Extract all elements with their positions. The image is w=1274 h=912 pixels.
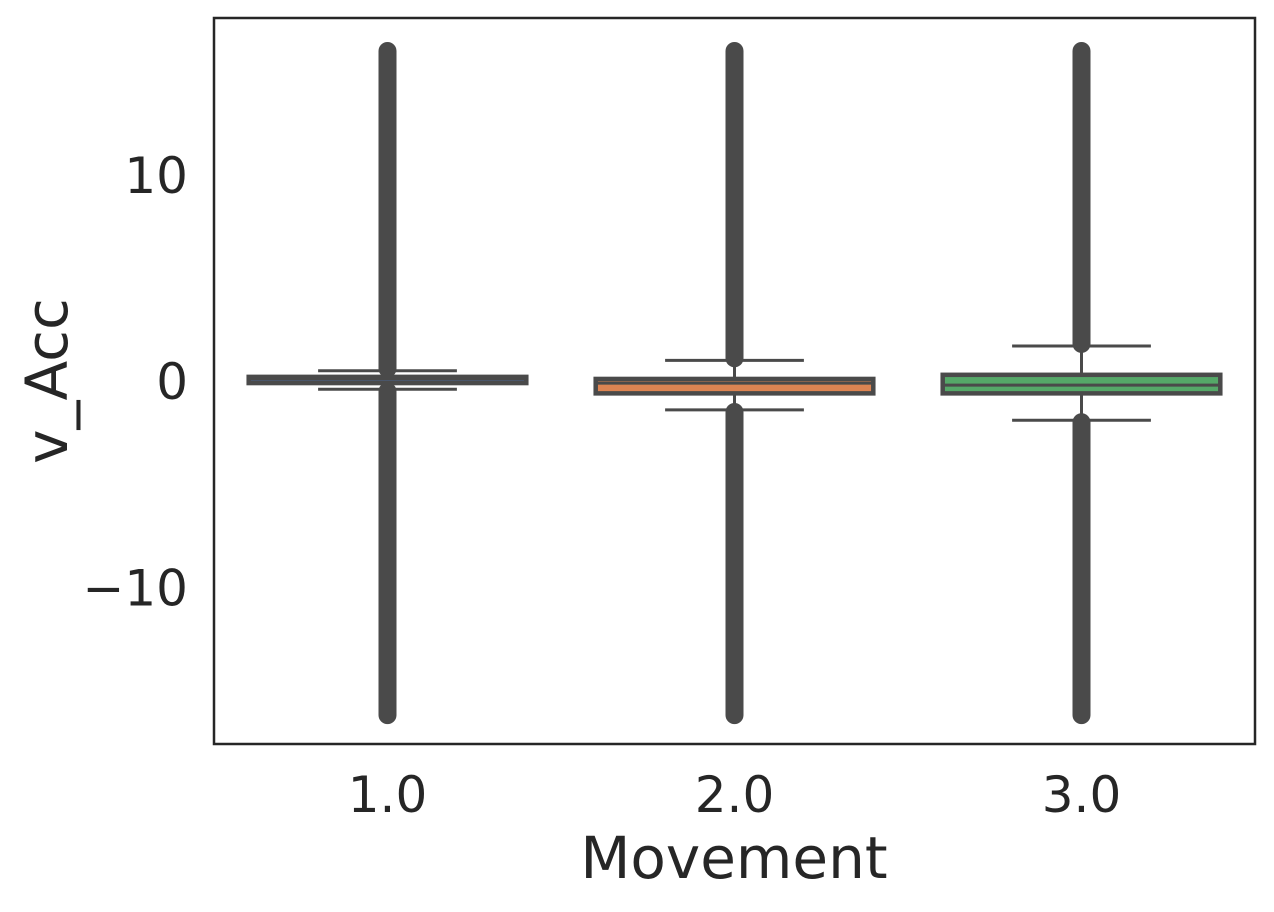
outlier-max-marker-1.0 (378, 43, 397, 51)
x-axis-title: Movement (580, 824, 887, 892)
y-tick-label: 0 (156, 353, 188, 411)
y-axis-ticks: −10 0 10 (82, 147, 188, 618)
box-group-1.0 (246, 42, 529, 725)
box-group-2.0 (593, 42, 876, 725)
box-2.0 (593, 376, 876, 396)
x-tick-label: 2.0 (695, 766, 775, 824)
outlier-min-marker-2.0 (725, 715, 744, 724)
outlier-max-marker-2.0 (725, 43, 744, 51)
box-group-3.0 (940, 42, 1223, 725)
x-tick-label: 3.0 (1042, 766, 1122, 824)
x-axis-ticks: 1.0 2.0 3.0 (348, 766, 1122, 824)
y-axis-title: v_Acc (13, 298, 81, 464)
y-tick-label: 10 (124, 147, 188, 205)
box-marks (246, 42, 1223, 725)
x-tick-label: 1.0 (348, 766, 428, 824)
plot-frame (212, 16, 1257, 746)
outlier-max-marker-3.0 (1072, 43, 1091, 51)
y-tick-label: −10 (82, 559, 188, 617)
outlier-min-marker-1.0 (378, 715, 397, 724)
outlier-min-marker-3.0 (1072, 715, 1091, 724)
